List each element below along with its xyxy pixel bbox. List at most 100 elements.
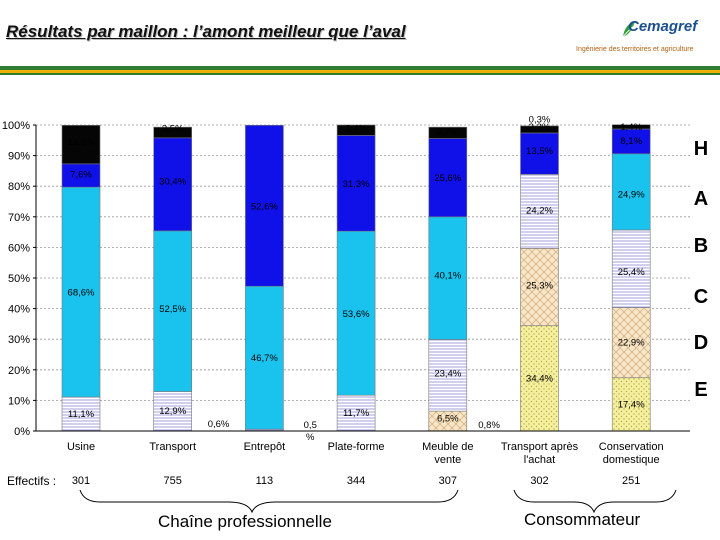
bar-segment-a [428, 138, 468, 218]
x-category-label: Transport après l'achat [500, 441, 579, 466]
bar-segment-c [336, 394, 376, 432]
logo-tagline: Ingénierie des territoires et agricultur… [576, 46, 694, 53]
data-label: 25,4% [618, 267, 645, 278]
bar-segment-b [336, 230, 376, 396]
y-tick-label: 100% [2, 120, 30, 132]
bar-segment-h [428, 126, 468, 139]
data-label: 46,7% [251, 353, 278, 364]
data-label: 13,5% [526, 146, 553, 157]
professional-brace [79, 489, 459, 514]
bar-segment-c [611, 229, 651, 308]
consumer-brace [513, 489, 677, 514]
data-label: 30,4% [159, 176, 186, 187]
effectif-value: 307 [438, 475, 457, 487]
bar-segment-a [336, 135, 376, 232]
y-tick-label: 30% [8, 334, 30, 346]
data-label: 2,3% [529, 122, 551, 133]
data-label: 3,4% [345, 124, 367, 135]
y-tick-label: 0% [14, 426, 30, 438]
y-tick-label: 90% [8, 151, 30, 163]
data-label: 68,6% [68, 287, 95, 298]
bar-segment-a [520, 132, 559, 175]
bar-segment-h [61, 125, 101, 165]
effectif-value: 302 [530, 475, 549, 487]
bar-segment-b [61, 186, 101, 398]
x-category-label: Plate-forme [327, 441, 385, 453]
data-label: 52,5% [159, 304, 186, 315]
data-label: 53,6% [343, 309, 370, 320]
bar-segment-e [520, 325, 559, 432]
data-label: 31,3% [343, 179, 370, 190]
x-category-label: Conservation domestique [598, 441, 664, 466]
data-label: 11,7% [343, 408, 370, 419]
data-label: 12,6% [68, 137, 95, 148]
bar-segment-d [611, 307, 651, 379]
x-category-label: Transport [149, 441, 197, 453]
data-label: 25,3% [526, 281, 553, 292]
effectifs-label: Effectifs : [7, 474, 57, 488]
effectif-value: 301 [71, 475, 91, 487]
data-label: 11,1% [68, 409, 95, 420]
bar-segment-h [153, 126, 192, 139]
y-tick-label: 50% [8, 273, 30, 285]
data-label: % [306, 432, 315, 443]
bar-segment-c [428, 339, 468, 412]
data-label: 52,6% [251, 202, 278, 213]
legend-letter-h: H [693, 138, 709, 160]
data-label: 22,9% [618, 337, 645, 348]
x-category-label: Entrepôt [243, 441, 286, 453]
bar-segment-a [153, 137, 192, 232]
header-rule-green [0, 66, 720, 70]
effectif-value: 755 [163, 475, 182, 487]
data-label: 17,4% [618, 399, 645, 410]
group-label-professional: Chaîne professionnelle [158, 512, 332, 531]
data-label: 24,9% [618, 189, 645, 200]
header-rule-yellow [0, 70, 720, 73]
data-label: 7,6% [70, 170, 92, 181]
data-label: 8,1% [620, 136, 642, 147]
bar-segment-h [611, 124, 651, 130]
y-tick-label: 70% [8, 212, 30, 224]
y-tick-label: 60% [8, 242, 30, 254]
x-category-label: Usine [66, 441, 96, 453]
data-label: 0,8% [478, 420, 500, 431]
data-label: 0,3% [529, 114, 551, 125]
bar-segment-c [520, 173, 559, 249]
data-label: 0,6% [208, 419, 230, 430]
page-title: Résultats par maillon : l’amont meilleur… [6, 22, 406, 41]
data-label: 23,4% [434, 368, 461, 379]
data-label: 6,5% [437, 413, 459, 424]
bar-segment-d [520, 248, 559, 327]
y-tick-label: 40% [8, 304, 30, 316]
data-label: 12,9% [159, 406, 186, 417]
effectif-value: 251 [622, 475, 641, 487]
bar-segment-b [428, 216, 468, 340]
header-rule-green-thin [0, 73, 720, 75]
legend-letter-c: C [693, 286, 709, 308]
bar-segment-e [611, 377, 651, 432]
bar-segment-a [245, 125, 284, 287]
y-tick-label: 20% [8, 365, 30, 377]
legend-letter-d: D [693, 332, 709, 354]
data-label: 24,2% [526, 206, 553, 217]
effectif-value: 113 [255, 475, 274, 487]
data-label: 0,5 [304, 420, 317, 431]
data-label: 1,4% [620, 122, 642, 133]
bar-segment-c [61, 396, 101, 432]
y-tick-label: 10% [8, 395, 30, 407]
data-label: 34,4% [526, 373, 553, 384]
y-tick-label: 80% [8, 181, 30, 193]
bar-segment-h [336, 124, 376, 136]
legend-letter-e: E [694, 379, 708, 401]
data-label: 40,1% [434, 271, 461, 282]
bar-segment-c [153, 391, 192, 432]
bar-segment-a [611, 128, 651, 155]
data-label: 25,6% [434, 173, 461, 184]
effectif-value: 344 [346, 475, 366, 487]
logo-name: Cemagref [628, 18, 698, 35]
legend-letter-a: A [693, 188, 709, 210]
data-label: 3,5% [162, 124, 184, 135]
data-label: 3,7% [437, 126, 459, 137]
bar-segment-h [520, 125, 559, 134]
